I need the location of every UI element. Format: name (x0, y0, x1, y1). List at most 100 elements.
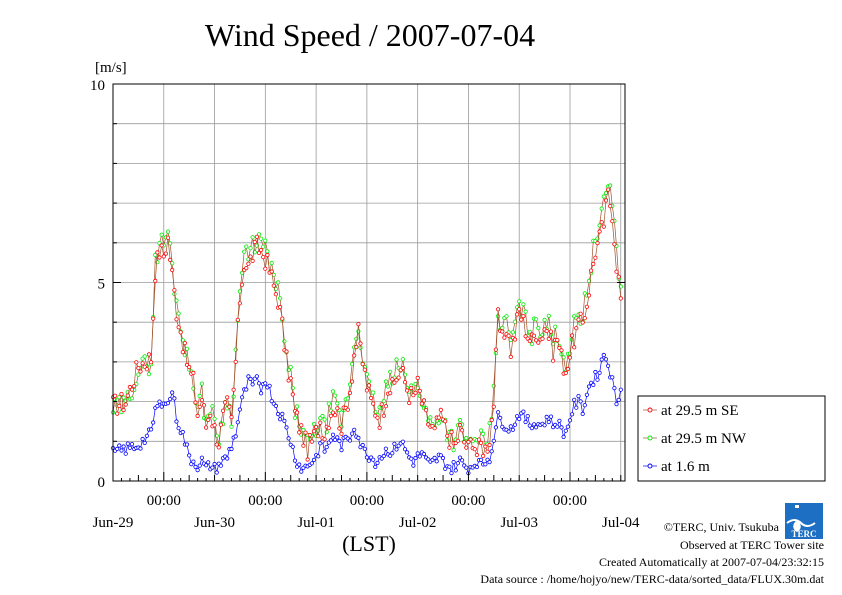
data-point (250, 258, 255, 263)
data-point (159, 232, 164, 237)
data-point (569, 333, 575, 338)
data-point (449, 470, 454, 476)
data-point (569, 412, 575, 417)
data-point (527, 338, 532, 344)
data-point (371, 390, 376, 395)
data-point (269, 260, 274, 266)
data-point (125, 441, 130, 446)
data-point (542, 317, 547, 322)
data-point (411, 463, 416, 468)
data-point (493, 347, 498, 352)
data-point (218, 422, 223, 427)
data-point (544, 414, 549, 419)
data-point (337, 438, 342, 443)
data-point (210, 404, 215, 409)
data-point (324, 444, 329, 450)
data-point (297, 462, 302, 467)
data-point (529, 425, 535, 431)
data-point (337, 426, 342, 431)
data-point (237, 407, 242, 412)
data-point (263, 266, 268, 271)
water-drop-icon (793, 505, 801, 532)
data-point (445, 433, 450, 438)
data-point (510, 330, 516, 335)
data-point (125, 393, 130, 398)
data-point (284, 425, 289, 430)
x-time-label: 00:00 (350, 493, 384, 509)
data-point (299, 423, 304, 428)
data-point (180, 349, 185, 355)
data-point (379, 402, 384, 407)
data-point (127, 384, 132, 390)
data-point (599, 357, 604, 362)
legend-box (637, 395, 826, 482)
data-point (409, 385, 414, 391)
data-point (187, 364, 192, 370)
data-point (523, 309, 528, 314)
legend-label: at 29.5 m NW (661, 431, 747, 447)
data-point (254, 234, 259, 239)
data-point (517, 299, 522, 304)
data-point (269, 269, 274, 274)
data-point (288, 376, 293, 381)
data-point (436, 415, 441, 420)
data-point (390, 377, 395, 382)
data-point (574, 326, 579, 331)
data-point (286, 436, 291, 441)
data-point (521, 313, 526, 319)
data-point (163, 251, 168, 256)
data-point (455, 438, 460, 443)
data-point (113, 393, 118, 398)
data-point (375, 460, 380, 465)
data-point (523, 419, 528, 425)
data-point (481, 453, 486, 458)
data-point (421, 451, 427, 457)
data-point (345, 407, 350, 412)
data-point (261, 255, 266, 260)
data-point (527, 329, 532, 334)
data-point (440, 455, 446, 461)
data-point (129, 441, 135, 447)
data-point (199, 381, 204, 386)
data-point (216, 445, 221, 450)
data-point (483, 462, 488, 467)
data-point (362, 446, 367, 451)
data-point (299, 469, 304, 474)
data-point (385, 384, 391, 389)
data-point (536, 325, 541, 331)
data-point (415, 375, 420, 380)
data-point (614, 269, 619, 274)
data-point (218, 463, 223, 468)
data-point (184, 442, 190, 447)
data-point (149, 427, 154, 432)
data-point (129, 387, 135, 392)
data-point (123, 402, 128, 407)
data-point (423, 407, 429, 413)
data-point (265, 249, 270, 254)
data-point (352, 353, 357, 358)
data-point (263, 381, 268, 386)
data-point (413, 390, 418, 395)
data-point (610, 375, 615, 380)
data-point (381, 413, 386, 418)
x-date-label: Jul-04 (602, 515, 640, 531)
data-point (258, 391, 264, 396)
data-point (489, 449, 494, 454)
data-point (326, 401, 331, 406)
data-point (514, 414, 520, 419)
data-point (136, 372, 141, 377)
data-point (404, 450, 410, 455)
data-point (142, 440, 147, 445)
data-point (231, 387, 236, 392)
data-point (159, 404, 164, 409)
data-point (489, 417, 494, 423)
data-point (591, 261, 596, 266)
data-point (187, 453, 192, 458)
data-point (419, 401, 424, 406)
data-point (240, 282, 245, 287)
data-point (277, 296, 283, 301)
data-point (586, 384, 592, 389)
data-point (201, 403, 207, 408)
data-point (618, 387, 623, 392)
data-point (225, 395, 230, 400)
